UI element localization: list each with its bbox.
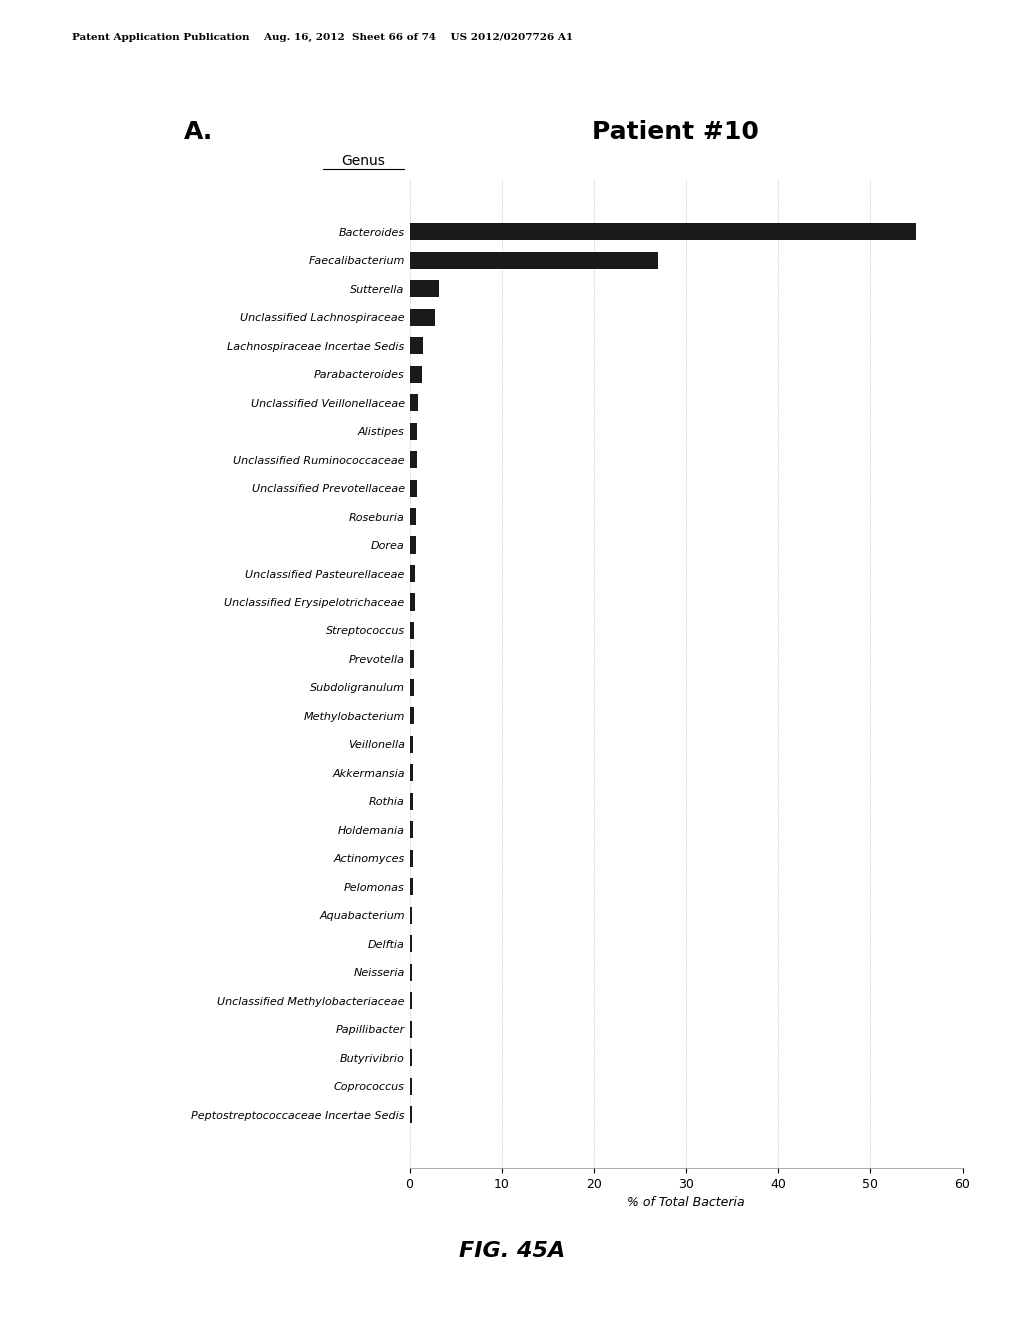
Bar bbox=[410, 964, 412, 981]
Bar bbox=[410, 936, 413, 952]
Bar bbox=[410, 565, 415, 582]
Bar bbox=[410, 366, 422, 383]
Bar bbox=[410, 1049, 412, 1067]
Text: A.: A. bbox=[184, 120, 214, 144]
Bar bbox=[410, 821, 413, 838]
Bar bbox=[410, 536, 416, 553]
Bar bbox=[410, 422, 418, 440]
Text: FIG. 45A: FIG. 45A bbox=[459, 1241, 565, 1262]
Bar bbox=[410, 708, 414, 725]
Bar bbox=[410, 735, 414, 752]
Bar bbox=[410, 793, 413, 810]
Bar bbox=[410, 395, 418, 411]
Bar bbox=[410, 337, 424, 354]
Bar bbox=[410, 479, 417, 496]
Bar bbox=[410, 1106, 412, 1123]
Bar bbox=[410, 678, 414, 696]
Bar bbox=[410, 451, 417, 469]
Bar bbox=[410, 878, 413, 895]
Text: Genus: Genus bbox=[342, 154, 385, 168]
Bar bbox=[410, 280, 439, 297]
Bar bbox=[410, 907, 413, 924]
Bar bbox=[410, 594, 415, 611]
Bar bbox=[410, 1077, 412, 1094]
Bar bbox=[410, 850, 413, 867]
Bar bbox=[410, 252, 658, 269]
Bar bbox=[410, 1020, 412, 1038]
Bar bbox=[410, 223, 916, 240]
Bar bbox=[410, 651, 414, 668]
X-axis label: % of Total Bacteria: % of Total Bacteria bbox=[628, 1196, 744, 1209]
Bar bbox=[410, 309, 435, 326]
Bar bbox=[410, 508, 416, 525]
Bar bbox=[410, 622, 414, 639]
Bar bbox=[410, 764, 414, 781]
Text: Patent Application Publication    Aug. 16, 2012  Sheet 66 of 74    US 2012/02077: Patent Application Publication Aug. 16, … bbox=[72, 33, 572, 42]
Bar bbox=[410, 993, 412, 1010]
Text: Patient #10: Patient #10 bbox=[593, 120, 759, 144]
